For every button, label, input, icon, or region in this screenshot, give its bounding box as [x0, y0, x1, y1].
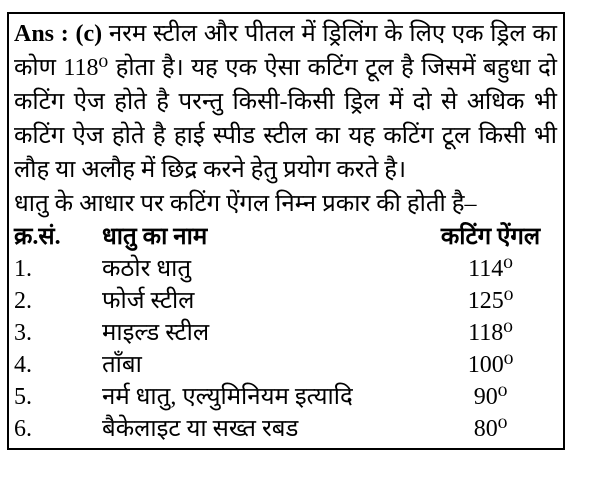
- serial-number: 6.: [14, 416, 32, 442]
- table-row: 4. ताँबा 100⁰: [14, 349, 557, 381]
- cutting-angle-value: 100⁰: [467, 352, 514, 378]
- table-intro-line: धातु के आधार पर कटिंग ऐंगल निम्न प्रकार …: [14, 191, 477, 217]
- metal-name: ताँबा: [102, 352, 142, 378]
- column-header-metal-name: धातु का नाम: [102, 224, 208, 250]
- metal-name: कठोर धातु: [102, 256, 192, 282]
- table-row: 2. फोर्ज स्टील 125⁰: [14, 285, 557, 317]
- column-header-cutting-angle: कटिंग ऐंगल: [440, 224, 541, 250]
- serial-number: 2.: [14, 288, 32, 314]
- table-row: 1. कठोर धातु 114⁰: [14, 253, 557, 285]
- metal-name: बैकेलाइट या सख्त रबड: [102, 416, 299, 442]
- table-row: 3. माइल्ड स्टील 118⁰: [14, 317, 557, 349]
- serial-number: 3.: [14, 320, 32, 346]
- column-header-serial-number: क्र.सं.: [14, 224, 61, 250]
- answer-paragraph: Ans : (c) नरम स्टील और पीतल में ड्रिलिंग…: [14, 17, 557, 187]
- cutting-angle-value: 114⁰: [468, 256, 513, 282]
- cutting-angle-table: क्र.सं. धातु का नाम कटिंग ऐंगल 1. कठोर ध…: [14, 221, 557, 445]
- cutting-angle-value: 80⁰: [473, 416, 508, 442]
- metal-name: फोर्ज स्टील: [102, 288, 195, 314]
- cutting-angle-value: 125⁰: [467, 288, 514, 314]
- answer-box: Ans : (c) नरम स्टील और पीतल में ड्रिलिंग…: [7, 12, 565, 450]
- answer-body-text: नरम स्टील और पीतल में ड्रिलिंग के लिए एक…: [14, 21, 557, 183]
- serial-number: 4.: [14, 352, 32, 378]
- table-header-row: क्र.सं. धातु का नाम कटिंग ऐंगल: [14, 221, 557, 253]
- serial-number: 1.: [14, 256, 32, 282]
- cutting-angle-value: 118⁰: [468, 320, 513, 346]
- metal-name: नर्म धातु, एल्युमिनियम इत्यादि: [102, 384, 353, 410]
- answer-label: Ans : (c): [14, 21, 103, 47]
- serial-number: 5.: [14, 384, 32, 410]
- cutting-angle-value: 90⁰: [473, 384, 508, 410]
- table-row: 5. नर्म धातु, एल्युमिनियम इत्यादि 90⁰: [14, 381, 557, 413]
- metal-name: माइल्ड स्टील: [102, 320, 210, 346]
- table-row: 6. बैकेलाइट या सख्त रबड 80⁰: [14, 413, 557, 445]
